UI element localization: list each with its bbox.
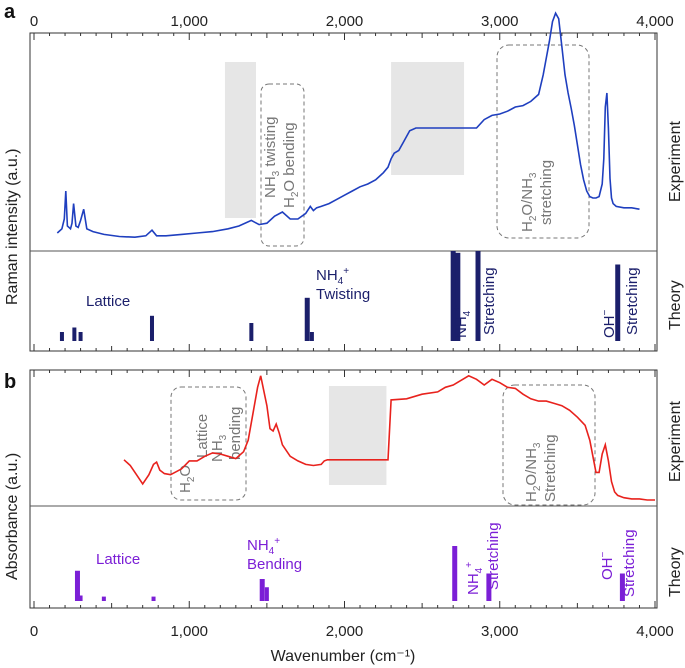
nh4-stretching-label-b-1: NH4+ <box>464 562 485 595</box>
panel-a-tick-labels: 0 1,000 2,000 3,000 4,000 <box>30 13 674 30</box>
experiment-label-b: Experiment <box>667 401 684 482</box>
theory-label-b: Theory <box>667 547 684 597</box>
panel-label-b: b <box>4 371 16 393</box>
x-tick-label: 2,000 <box>326 13 364 30</box>
x-axis-label: Wavenumber (cm⁻¹) <box>271 648 416 665</box>
shaded-region <box>391 62 465 175</box>
x-tick-label: 2,000 <box>326 623 364 640</box>
h2o-nh3-stretching-box-b <box>502 384 596 506</box>
panel-a: 0 1,000 2,000 3,000 4,000 NH3 twisting H2O b… <box>4 11 684 352</box>
experiment-label-a: Experiment <box>667 121 684 202</box>
nh4-bending-label-2: Bending <box>247 556 302 573</box>
theory-bar <box>149 315 154 341</box>
oh-stretching-label-a-2: Stretching <box>624 267 641 335</box>
h2o-nh3-stretching-label-b-1: H2O/NH3 <box>523 442 543 502</box>
theory-bar <box>78 332 83 341</box>
theory-bar <box>264 587 269 601</box>
h2o-nh3-stretching-box-a <box>496 44 590 239</box>
bending-label-b-box: bending <box>227 407 244 460</box>
nh4-bending-label-1: NH4+ <box>247 536 280 557</box>
theory-bar <box>619 573 625 601</box>
oh-stretching-label-b-1: OH− <box>598 552 616 581</box>
nh4-stretching-label-a-2: Stretching <box>481 267 498 335</box>
theory-bar <box>452 546 458 601</box>
h2o-nh3-stretching-label-b-2: Stretching <box>542 434 559 502</box>
panel-a-frame <box>29 32 658 352</box>
panel-b-tick-labels: 0 1,000 2,000 3,000 4,000 <box>30 623 674 640</box>
x-tick-label: 0 <box>30 623 38 640</box>
panel-b-frame <box>29 369 658 609</box>
y-axis-label-b: Absorbance (a.u.) <box>4 453 21 580</box>
panel-label-a: a <box>4 1 16 23</box>
lattice-label-a: Lattice <box>86 293 130 310</box>
theory-bar <box>78 595 83 601</box>
panel-b-theory-bars <box>74 546 625 601</box>
theory-bar <box>59 332 64 341</box>
theory-bar <box>72 327 77 341</box>
theory-label-a: Theory <box>667 280 684 330</box>
panel-a-experiment-line <box>56 11 640 239</box>
theory-bar <box>249 323 254 341</box>
oh-stretching-label-a-1: OH− <box>600 310 618 339</box>
theory-bar <box>309 332 314 341</box>
x-tick-label: 1,000 <box>170 13 208 30</box>
nh4-stretching-label-b-2: Stretching <box>485 522 502 590</box>
nh3-twisting-label: NH3 twisting <box>262 117 282 198</box>
x-tick-label: 1,000 <box>170 623 208 640</box>
theory-bar <box>455 252 461 341</box>
panel-a-theory-bars <box>59 251 621 341</box>
panel-b-experiment-line <box>123 374 655 501</box>
theory-bar <box>304 297 310 341</box>
nh4-stretching-label-a-1: NH4+ <box>452 305 473 338</box>
theory-bar <box>74 570 80 601</box>
x-tick-label: 4,000 <box>636 623 674 640</box>
lattice-label-b-box: Lattice <box>194 414 211 458</box>
shaded-region <box>224 62 257 218</box>
h2o-nh3-stretching-label-a-2: stretching <box>538 160 555 225</box>
theory-bar <box>486 573 492 601</box>
panel-b: 0 1,000 2,000 3,000 4,000 H2O Lattice NH3 be… <box>4 369 684 665</box>
panel-a-shaded-regions <box>224 62 465 218</box>
nh3-label-b: NH3 <box>209 434 229 462</box>
nh4-twisting-label-1: NH4+ <box>316 266 349 287</box>
x-tick-label: 4,000 <box>636 13 674 30</box>
theory-bar <box>101 596 106 601</box>
oh-stretching-label-b-2: Stretching <box>621 529 638 597</box>
h2o-bending-label: H2O bending <box>281 122 301 208</box>
y-axis-label-a: Raman intensity (a.u.) <box>4 148 21 305</box>
h2o-lattice-nh3-bending-box <box>170 386 247 501</box>
shaded-region <box>328 386 387 485</box>
x-tick-label: 3,000 <box>481 623 519 640</box>
theory-bar <box>450 251 456 341</box>
panel-b-ticks <box>33 370 656 608</box>
lattice-label-b: Lattice <box>96 551 140 568</box>
panel-a-ticks <box>33 33 656 351</box>
panel-b-shaded-regions <box>328 386 387 485</box>
h2o-label-b: H2O <box>177 465 197 493</box>
theory-bar <box>259 579 265 601</box>
theory-bar <box>615 264 621 341</box>
x-tick-label: 3,000 <box>481 13 519 30</box>
nh3-twisting-box <box>260 83 305 247</box>
h2o-nh3-stretching-label-a-1: H2O/NH3 <box>519 172 539 232</box>
theory-bar <box>475 251 481 341</box>
nh4-twisting-label-2: Twisting <box>316 286 370 303</box>
theory-bar <box>151 596 156 601</box>
x-tick-label: 0 <box>30 13 38 30</box>
